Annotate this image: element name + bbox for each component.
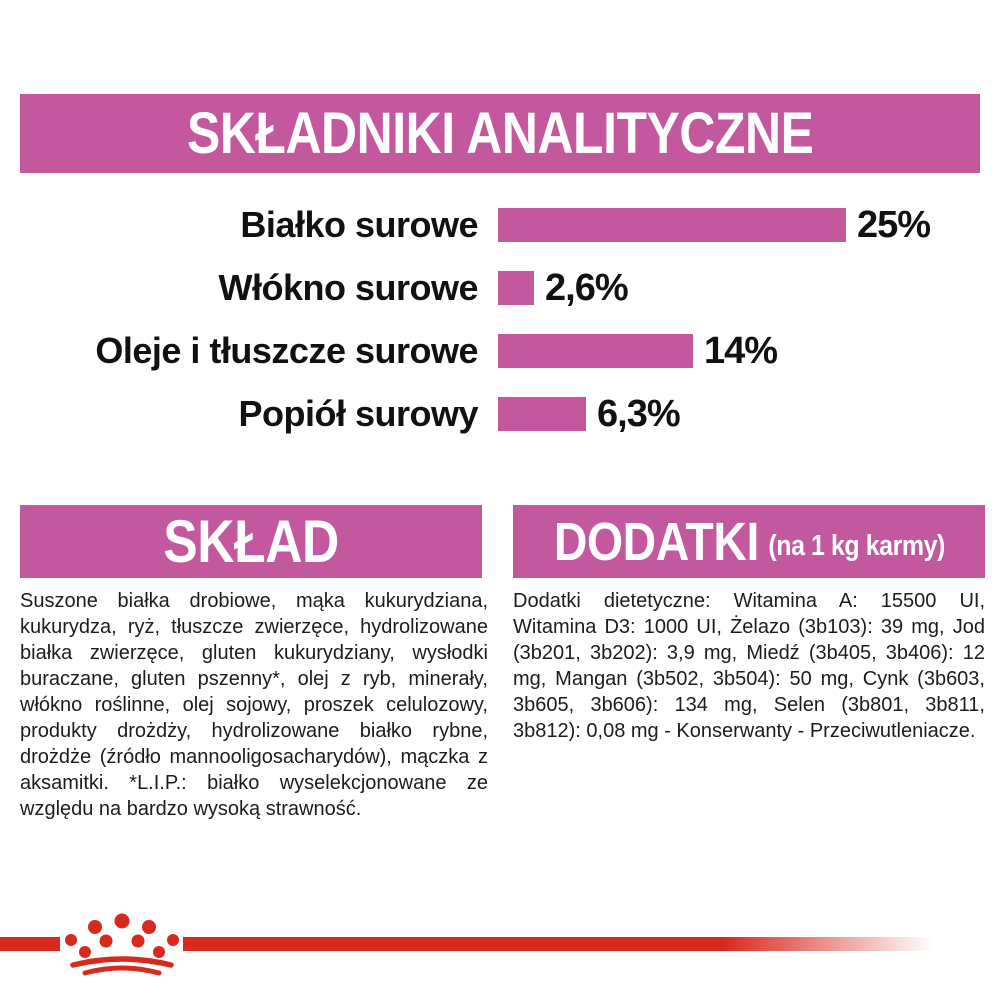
chart-value-label: 14% xyxy=(704,329,778,372)
chart-bar xyxy=(498,271,534,305)
dodatki-title-suffix: (na 1 kg karmy) xyxy=(768,530,945,562)
royal-canin-crown-icon xyxy=(65,913,179,976)
chart-value-label: 2,6% xyxy=(545,266,629,309)
chart-value-label: 25% xyxy=(857,203,931,246)
dodatki-title: DODATKI xyxy=(553,511,759,572)
chart-bar xyxy=(498,208,846,242)
chart-category-label: Białko surowe xyxy=(240,204,478,245)
sklad-section-banner: SKŁAD xyxy=(20,505,482,578)
red-divider-line-right xyxy=(183,937,933,951)
chart-row: Włókno surowe 2,6% xyxy=(0,267,628,309)
red-divider-line-left xyxy=(0,937,60,951)
analytical-constituents-banner-inner: SKŁADNIKI ANALITYCZNE xyxy=(186,100,814,167)
chart-row: Białko surowe 25% xyxy=(0,204,931,246)
chart-row: Popiół surowy 6,3% xyxy=(0,393,680,435)
chart-row: Oleje i tłuszcze surowe 14% xyxy=(0,330,778,372)
analytical-constituents-title: SKŁADNIKI ANALITYCZNE xyxy=(186,101,814,166)
chart-bar xyxy=(498,334,693,368)
dodatki-banner-inner: DODATKI (na 1 kg karmy) xyxy=(553,511,945,573)
chart-bar xyxy=(498,397,586,431)
analytical-constituents-chart: Białko surowe 25% Włókno surowe 2,6% Oleje i… xyxy=(0,204,1000,448)
chart-category-label: Włókno surowe xyxy=(218,267,478,308)
chart-category-label: Oleje i tłuszcze surowe xyxy=(95,330,478,371)
sklad-ingredients-text: Suszone białka drobiowe, mąka kukurydzia… xyxy=(20,590,488,820)
dodatki-section-banner: DODATKI (na 1 kg karmy) xyxy=(513,505,985,578)
analytical-constituents-banner: SKŁADNIKI ANALITYCZNE xyxy=(20,94,980,173)
dodatki-additives-text: Dodatki dietetyczne: Witamina A: 15500 U… xyxy=(513,590,985,742)
chart-category-label: Popiół surowy xyxy=(238,393,478,434)
chart-value-label: 6,3% xyxy=(597,392,681,435)
sklad-banner-inner: SKŁAD xyxy=(163,507,339,576)
sklad-title: SKŁAD xyxy=(163,508,339,575)
